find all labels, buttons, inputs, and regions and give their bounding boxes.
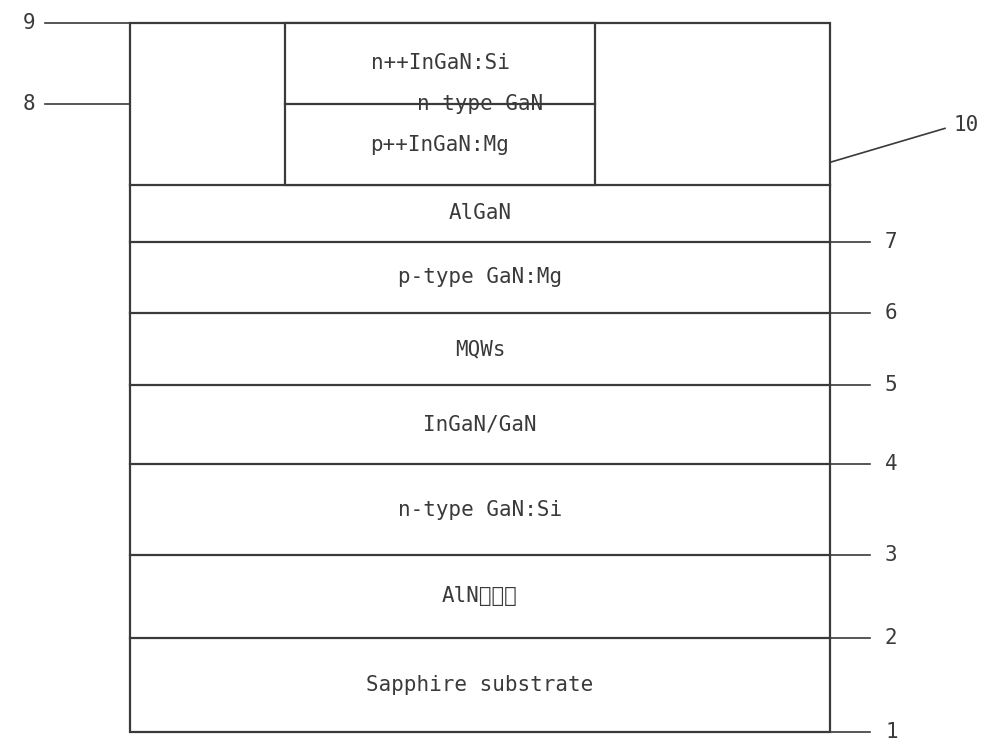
Text: AlN缓冲层: AlN缓冲层 [442, 587, 518, 606]
Text: p++InGaN:Mg: p++InGaN:Mg [371, 134, 509, 155]
Text: 9: 9 [22, 13, 35, 32]
Text: n-type GaN:Si: n-type GaN:Si [398, 500, 562, 519]
Text: 2: 2 [885, 628, 898, 648]
Text: 10: 10 [953, 115, 978, 134]
Text: MQWs: MQWs [455, 339, 505, 359]
Text: 3: 3 [885, 545, 898, 565]
Text: 6: 6 [885, 304, 898, 323]
Bar [130, 23, 830, 732]
Text: Sapphire substrate: Sapphire substrate [366, 675, 594, 695]
Text: n-type GaN: n-type GaN [417, 94, 543, 114]
Text: 5: 5 [885, 375, 898, 395]
Text: AlGaN: AlGaN [448, 203, 512, 223]
Text: 8: 8 [22, 94, 35, 114]
Bar [285, 23, 595, 185]
Text: InGaN/GaN: InGaN/GaN [423, 414, 537, 435]
Text: 1: 1 [885, 723, 898, 742]
Text: 4: 4 [885, 455, 898, 474]
Text: 7: 7 [885, 232, 898, 251]
Text: p-type GaN:Mg: p-type GaN:Mg [398, 267, 562, 288]
Bar [285, 23, 595, 185]
Text: n++InGaN:Si: n++InGaN:Si [371, 54, 509, 73]
